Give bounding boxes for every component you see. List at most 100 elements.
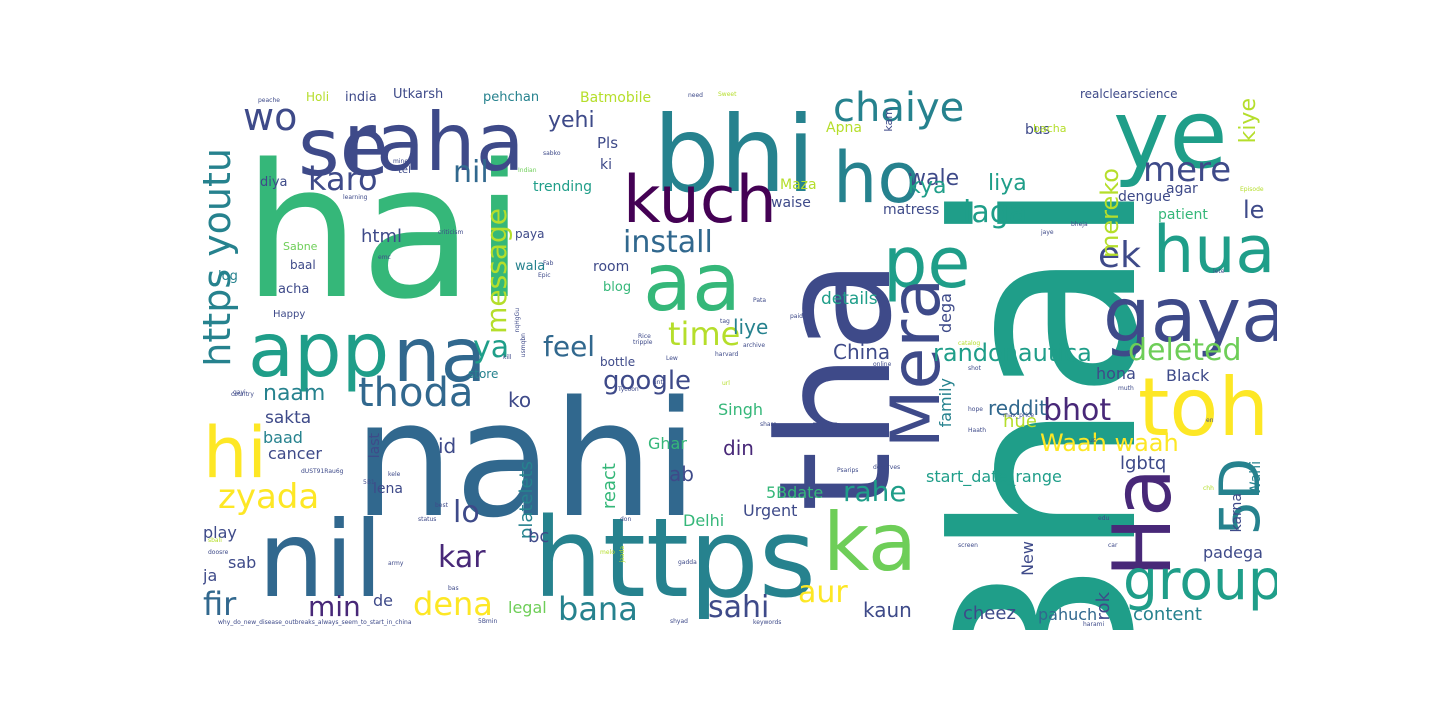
- cloud-word: matress: [883, 202, 940, 218]
- cloud-word: bus: [1025, 122, 1051, 138]
- cloud-word: baal: [290, 258, 316, 272]
- cloud-word: China: [833, 340, 891, 364]
- cloud-word: acha: [278, 282, 310, 297]
- cloud-word: bhi: [653, 94, 816, 216]
- cloud-word: mereko: [1096, 168, 1124, 258]
- cloud-word: sabko: [543, 150, 561, 157]
- cloud-word: diya: [260, 175, 288, 190]
- cloud-word: ki: [600, 157, 612, 173]
- cloud-word: play: [203, 523, 237, 542]
- cloud-word: reddit: [988, 396, 1047, 420]
- cloud-word: paid: [790, 313, 803, 320]
- cloud-word: message: [480, 208, 513, 334]
- cloud-word: randonautica: [933, 339, 1092, 367]
- cloud-word: bana: [558, 590, 638, 628]
- cloud-word: bacha: [1033, 122, 1067, 135]
- cloud-word: min: [308, 590, 361, 623]
- cloud-word: Sabne: [283, 240, 318, 253]
- cloud-word: chaiye: [833, 88, 965, 131]
- cloud-word: sab: [228, 553, 257, 572]
- cloud-word: New: [1018, 541, 1037, 576]
- cloud-word: Rice: [638, 333, 651, 340]
- cloud-word: Indian: [518, 167, 537, 174]
- cloud-word: army: [388, 560, 404, 567]
- cloud-word: Holi: [306, 90, 330, 104]
- cloud-word: hue: [1003, 411, 1037, 432]
- cloud-word: toh: [1138, 361, 1270, 454]
- cloud-word: कर: [813, 416, 837, 440]
- cloud-word: Utkarsh: [393, 88, 444, 102]
- cloud-word: harvard: [715, 351, 739, 358]
- cloud-word: bc: [528, 526, 550, 547]
- cloud-word: kiye: [1236, 98, 1261, 144]
- cloud-word: wala: [515, 259, 546, 274]
- cloud-word: rok: [1093, 592, 1114, 621]
- cloud-word: lena: [373, 481, 403, 497]
- cloud-word: 5Bdate: [766, 483, 824, 502]
- cloud-word: Pls: [597, 134, 619, 152]
- cloud-word: nil: [453, 155, 489, 190]
- cloud-word: legal: [508, 598, 547, 617]
- cloud-word: cheez: [963, 603, 1016, 624]
- cloud-word: don: [620, 516, 632, 523]
- cloud-word: trending: [533, 179, 592, 195]
- cloud-word: paya: [515, 227, 545, 241]
- cloud-word: best: [435, 502, 448, 509]
- cloud-word: details: [821, 289, 878, 309]
- cloud-word: need: [688, 92, 703, 99]
- cloud-word: karna: [1229, 493, 1245, 533]
- cloud-word: gayi: [233, 389, 246, 396]
- cloud-word: deleted: [1128, 333, 1242, 368]
- cloud-word: catalog: [958, 340, 981, 347]
- cloud-word: gaya: [1103, 271, 1277, 359]
- cloud-word: log: [218, 269, 238, 284]
- cloud-word: pehchan: [483, 90, 540, 105]
- cloud-word: Pata: [753, 297, 767, 304]
- cloud-word: share: [760, 421, 777, 428]
- cloud-word: Urgent: [743, 501, 798, 520]
- cloud-word: realclearscience: [1080, 88, 1178, 101]
- cloud-word: Delhi: [683, 511, 725, 530]
- cloud-word: de: [373, 591, 393, 610]
- cloud-word: html: [361, 226, 403, 247]
- cloud-word: liye: [733, 315, 769, 339]
- cloud-word: din: [723, 436, 754, 460]
- cloud-word: int: [655, 379, 663, 386]
- cloud-word: chh: [1203, 485, 1214, 492]
- cloud-word: id: [438, 434, 457, 458]
- cloud-word: kar: [438, 540, 486, 575]
- cloud-word: kam: [882, 108, 895, 132]
- cloud-word: Epic: [538, 272, 551, 279]
- cloud-word: family: [936, 378, 955, 428]
- cloud-word: Ghar: [648, 434, 687, 453]
- cloud-word: Maza: [780, 177, 817, 193]
- cloud-word: sakta: [265, 408, 312, 428]
- cloud-word: https youtu: [203, 148, 239, 367]
- cloud-word: dena: [413, 585, 493, 623]
- cloud-word: ja: [203, 566, 218, 585]
- cloud-word: nqHgGu: [514, 308, 521, 333]
- cloud-word: kya: [908, 174, 947, 199]
- cloud-word: nahi: [353, 366, 699, 553]
- cloud-word: ek: [1098, 235, 1141, 276]
- cloud-word: Wahi: [1248, 461, 1264, 496]
- cloud-word: melo: [600, 549, 615, 556]
- cloud-word: tel: [398, 165, 411, 176]
- cloud-word: why_do_new_disease_outbreaks_always_seem…: [218, 619, 412, 626]
- cloud-word: naam: [263, 381, 326, 406]
- cloud-word: muth: [1118, 385, 1134, 392]
- cloud-word: shyad: [670, 618, 688, 625]
- cloud-word: kele: [388, 471, 401, 478]
- cloud-word: zyada: [218, 477, 320, 517]
- cloud-word: group: [1123, 548, 1277, 612]
- cloud-word: content: [1133, 604, 1202, 625]
- cloud-word: emc: [378, 254, 391, 261]
- cloud-word: kuch: [623, 163, 777, 238]
- cloud-word: mere: [1143, 150, 1232, 190]
- cloud-word: Tycoon: [618, 386, 639, 393]
- cloud-word: liya: [988, 171, 1027, 196]
- cloud-word: aur: [798, 575, 848, 610]
- cloud-word: last: [367, 433, 383, 459]
- cloud-word: hope: [968, 406, 983, 413]
- cloud-word: ye: [1113, 88, 1228, 190]
